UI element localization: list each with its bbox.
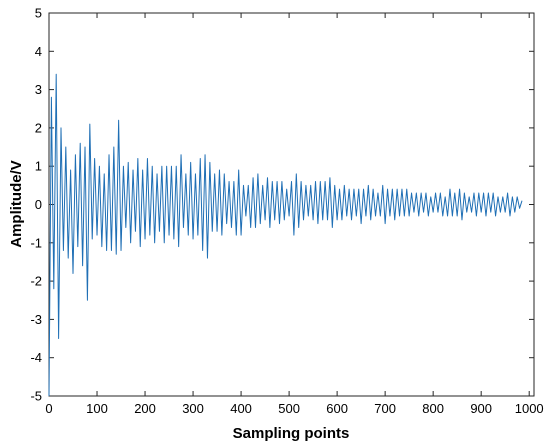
x-tick-label: 900 bbox=[470, 401, 492, 416]
x-tick-label: 700 bbox=[374, 401, 396, 416]
x-tick-label: 300 bbox=[182, 401, 204, 416]
x-tick-label: 500 bbox=[278, 401, 300, 416]
x-tick-label: 400 bbox=[230, 401, 252, 416]
y-tick-label: 5 bbox=[35, 6, 42, 21]
y-tick-label: -1 bbox=[30, 235, 42, 250]
x-tick-label: 600 bbox=[326, 401, 348, 416]
y-tick-label: 1 bbox=[35, 159, 42, 174]
y-tick-label: -2 bbox=[30, 274, 42, 289]
x-axis-title: Sampling points bbox=[233, 425, 350, 442]
y-tick-label: 4 bbox=[35, 44, 42, 59]
y-tick-label: -5 bbox=[30, 389, 42, 404]
y-axis-title: Amplitude/V bbox=[8, 160, 25, 248]
x-axis: 0 100 200 300 400 500 600 700 800 900 1000 bbox=[45, 13, 544, 416]
x-tick-label: 200 bbox=[134, 401, 156, 416]
x-tick-label: 800 bbox=[422, 401, 444, 416]
x-tick-label: 0 bbox=[45, 401, 52, 416]
x-tick-label: 1000 bbox=[515, 401, 544, 416]
x-tick-label: 100 bbox=[86, 401, 108, 416]
series-line-0 bbox=[48, 73, 523, 397]
y-tick-label: -3 bbox=[30, 312, 42, 327]
y-tick-label: -4 bbox=[30, 350, 42, 365]
y-tick-label: 3 bbox=[35, 82, 42, 97]
plot-region bbox=[48, 73, 523, 397]
y-axis: 5 4 3 2 1 0 -1 -2 -3 -4 -5 bbox=[30, 6, 534, 404]
y-tick-label: 0 bbox=[35, 197, 42, 212]
y-tick-label: 2 bbox=[35, 120, 42, 135]
